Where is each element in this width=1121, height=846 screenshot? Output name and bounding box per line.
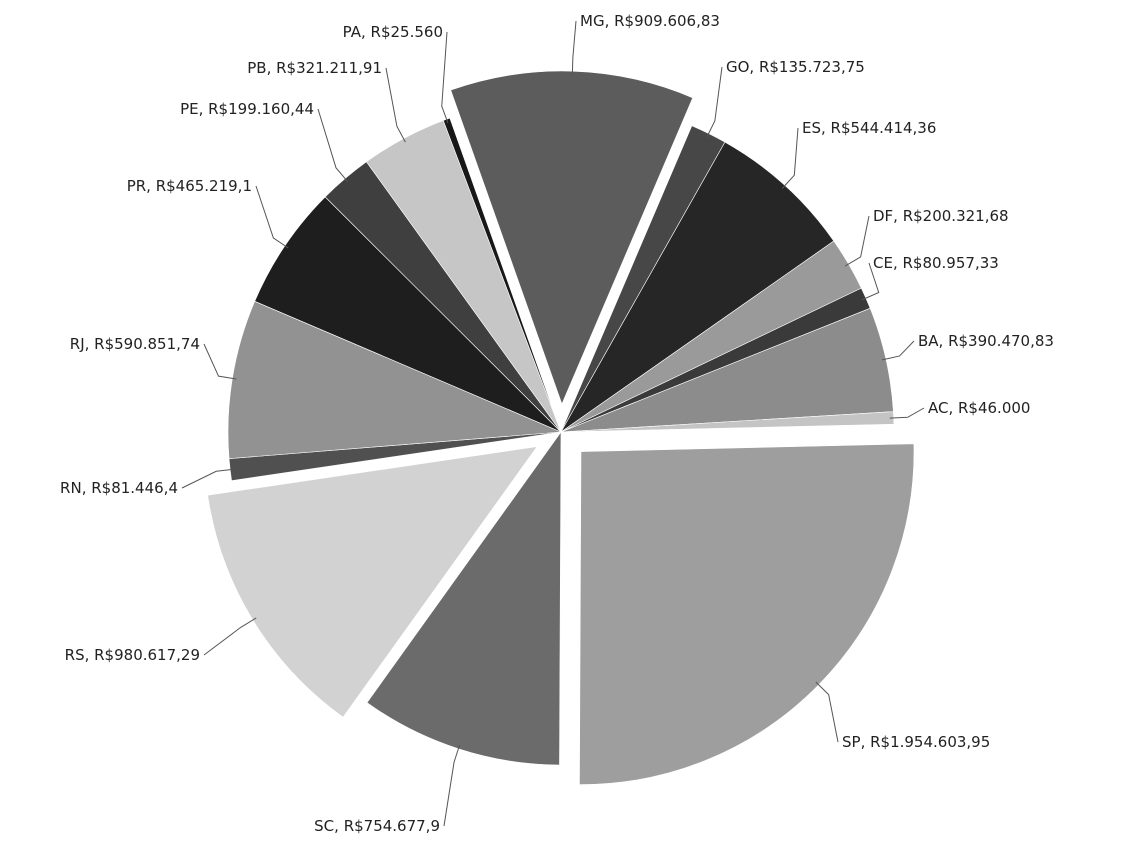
leader-line-ce <box>862 262 880 301</box>
leader-line-es <box>781 127 799 189</box>
leader-line-rn <box>181 468 235 489</box>
slice-label-go: GO, R$135.723,75 <box>726 58 865 76</box>
leader-line-ac <box>889 407 925 419</box>
leader-line-ba <box>881 340 915 361</box>
leader-line-mg <box>571 20 577 76</box>
leader-line-sc <box>443 744 461 827</box>
slice-label-ba: BA, R$390.470,83 <box>918 332 1054 350</box>
slice-label-ce: CE, R$80.957,33 <box>873 254 999 272</box>
slice-labels: MG, R$909.606,83 GO, R$135.723,75 ES, R$54… <box>60 12 1054 835</box>
slice-label-rn: RN, R$81.446,4 <box>60 479 178 497</box>
slice-label-es: ES, R$544.414,36 <box>802 119 936 137</box>
slice-label-rj: RJ, R$590.851,74 <box>70 335 200 353</box>
leader-line-pr <box>255 185 289 249</box>
leader-line-go <box>706 66 723 138</box>
leader-line-pa <box>441 31 449 124</box>
slice-label-sp: SP, R$1.954.603,95 <box>842 733 990 751</box>
leader-line-rj <box>203 343 237 380</box>
slice-label-sc: SC, R$754.677,9 <box>314 817 440 835</box>
slice-label-pb: PB, R$321.211,91 <box>247 59 382 77</box>
slice-label-rs: RS, R$980.617,29 <box>65 646 200 664</box>
leader-lines <box>181 20 925 827</box>
leader-line-pb <box>385 67 406 143</box>
leader-line-df <box>844 215 870 267</box>
slice-label-pa: PA, R$25.560 <box>343 23 443 41</box>
slice-label-ac: AC, R$46.000 <box>928 399 1030 417</box>
slice-label-pe: PE, R$199.160,44 <box>180 100 314 118</box>
slice-label-pr: PR, R$465.219,1 <box>127 177 252 195</box>
slice-label-mg: MG, R$909.606,83 <box>580 12 720 30</box>
pie-slices <box>207 70 915 785</box>
leader-line-pe <box>317 108 349 182</box>
slice-label-df: DF, R$200.321,68 <box>873 207 1009 225</box>
leader-line-sp <box>815 681 839 743</box>
leader-line-rs <box>203 617 257 656</box>
